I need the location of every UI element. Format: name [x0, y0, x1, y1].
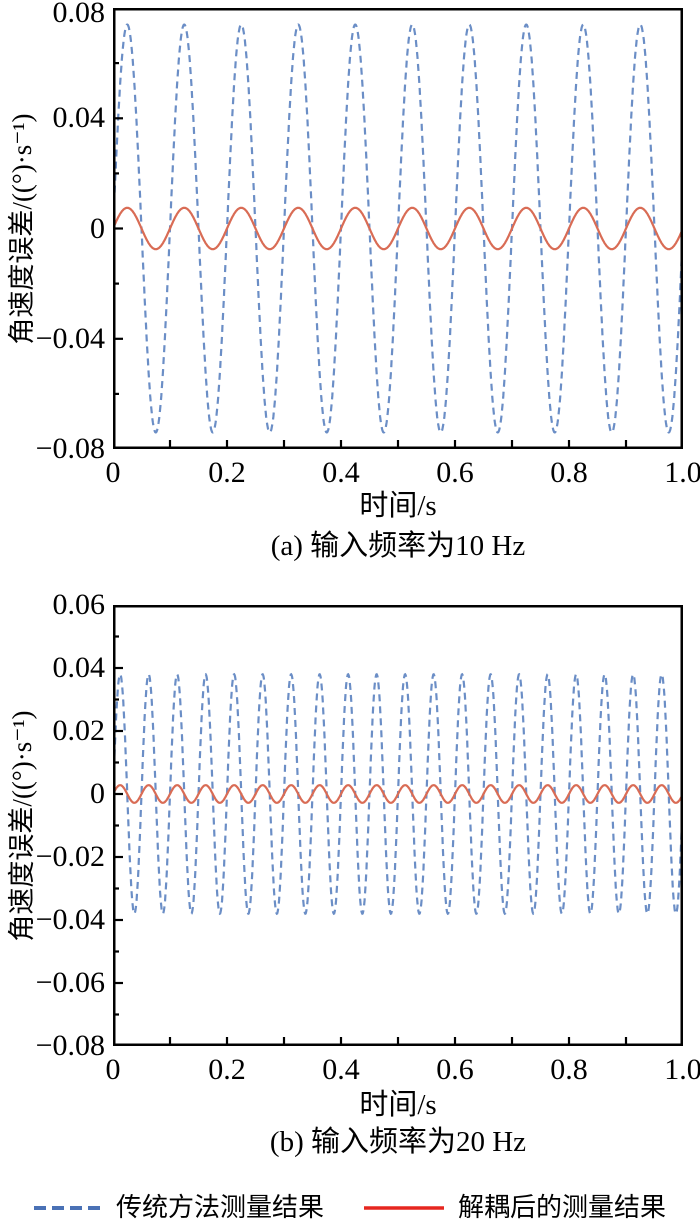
y-tick-label: −0.06	[35, 966, 105, 999]
y-tick-label: −0.02	[35, 840, 105, 873]
caption-b: (b) 输入频率为20 Hz	[269, 1126, 527, 1158]
legend-label-decoupled: 解耦后的测量结果	[458, 1192, 667, 1222]
y-tick-label: −0.08	[35, 1029, 105, 1062]
series-curves	[113, 23, 683, 434]
plot-frame	[113, 605, 683, 1046]
legend-dashed-line-swatch	[33, 1204, 100, 1212]
y-tick-label: 0.04	[52, 651, 106, 684]
y-tick-label: −0.04	[35, 321, 105, 355]
plot-area-b	[113, 605, 683, 1046]
x-tick-label: 0	[105, 1053, 121, 1086]
x-axis-label-a: 时间/s	[359, 490, 437, 522]
x-tick-label: 0	[105, 456, 121, 489]
legend: 传统方法测量结果 解耦后的测量结果	[0, 1186, 700, 1229]
series-decoupled	[113, 206, 683, 251]
x-axis-label-b: 时间/s	[359, 1089, 437, 1121]
plot-area-a	[113, 8, 683, 449]
y-axis-label-b: 角速度误差/((°)·s⁻¹)	[7, 710, 37, 942]
x-tick-label: 0.2	[208, 1053, 246, 1086]
x-tick-label: 0.2	[208, 456, 246, 489]
caption-a: (a) 输入频率为10 Hz	[270, 530, 526, 562]
x-tick-label: 0.6	[436, 456, 474, 489]
legend-solid-line-swatch	[364, 1204, 444, 1212]
y-tick-label: −0.08	[35, 432, 105, 465]
y-tick-label: 0.02	[52, 714, 106, 747]
y-tick-label: 0	[90, 777, 105, 810]
plot-frame	[113, 8, 683, 449]
legend-label-traditional: 传统方法测量结果	[115, 1192, 324, 1222]
series-traditional	[113, 639, 683, 916]
y-tick-label: −0.04	[35, 903, 105, 936]
legend-item-traditional: 传统方法测量结果	[33, 1192, 324, 1223]
series-decoupled	[113, 784, 683, 804]
x-tick-label: 1.0	[664, 1053, 700, 1086]
y-tick-label: 0.08	[52, 0, 106, 29]
x-tick-label: 1.0	[664, 456, 700, 489]
x-tick-label: 0.4	[322, 1053, 360, 1086]
y-tick-label: 0	[90, 211, 105, 245]
x-tick-label: 0.8	[550, 456, 588, 489]
x-tick-label: 0.4	[322, 456, 360, 489]
legend-item-decoupled: 解耦后的测量结果	[364, 1193, 666, 1223]
y-tick-label: 0.06	[52, 588, 106, 621]
x-tick-label: 0.8	[550, 1053, 588, 1086]
x-tick-label: 0.6	[436, 1053, 474, 1086]
axis-ticks	[113, 605, 683, 1046]
series-curves	[113, 639, 683, 916]
y-tick-label: 0.04	[52, 101, 106, 135]
